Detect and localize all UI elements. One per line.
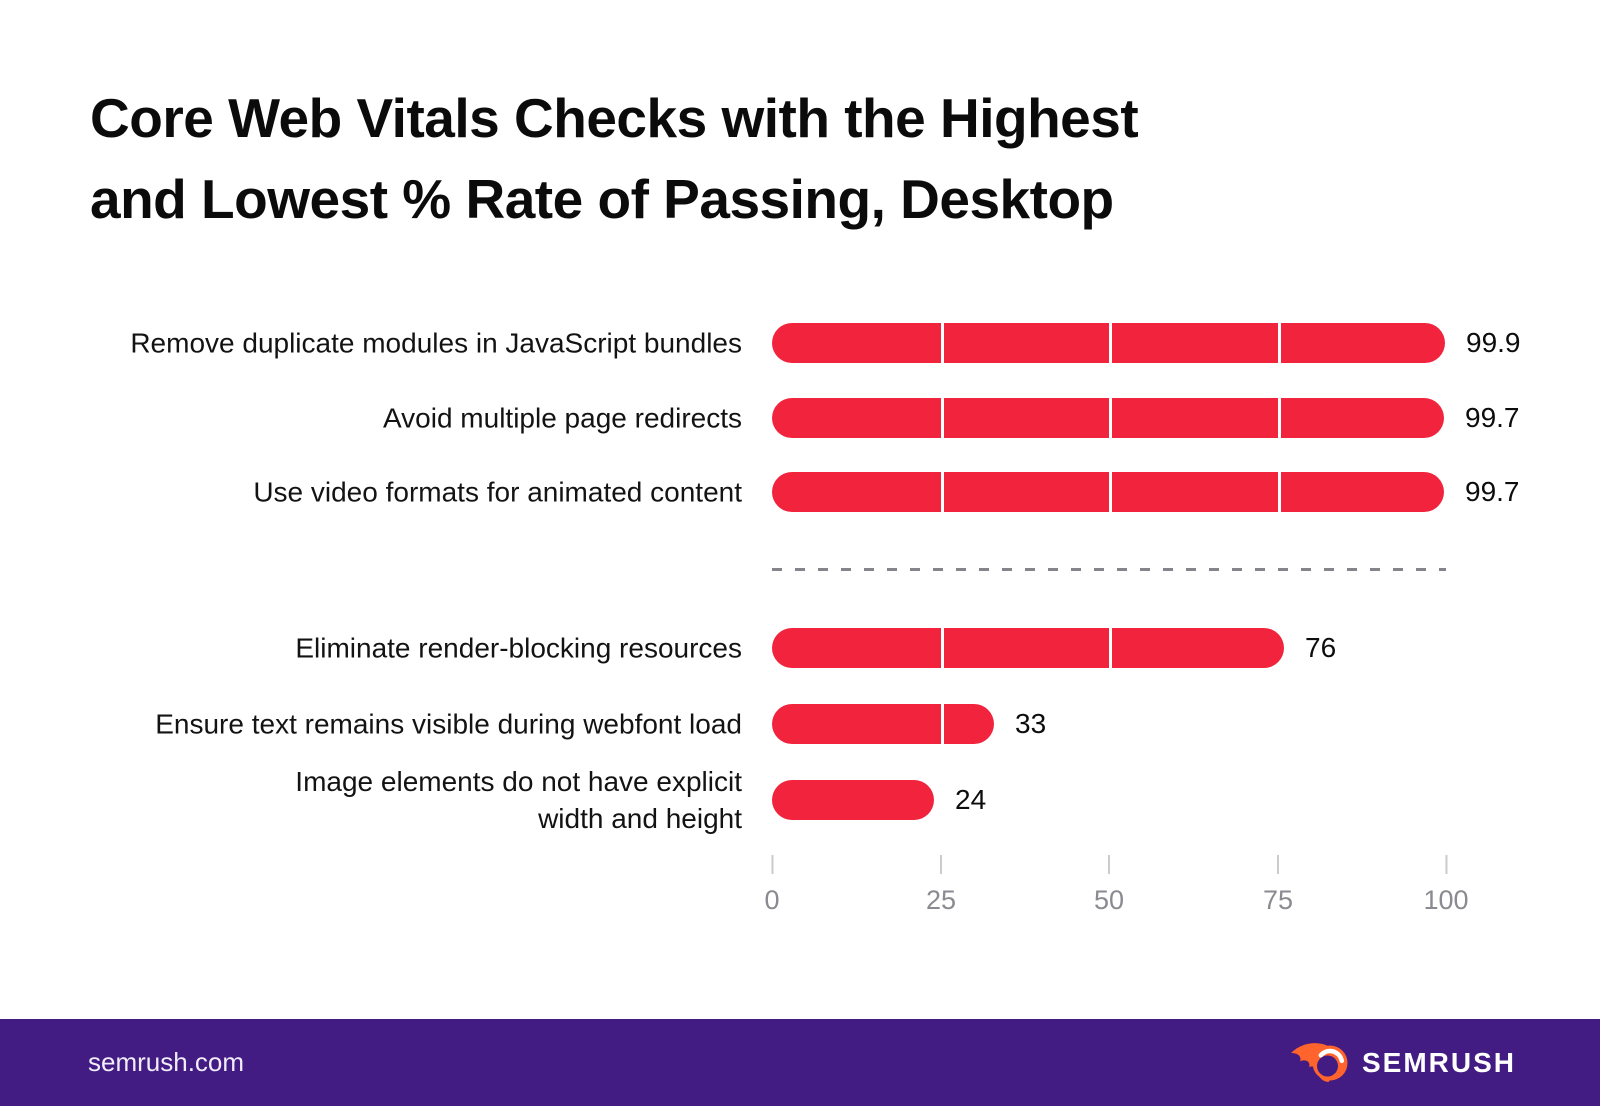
bar-label-text: Remove duplicate modules in JavaScript b… [130, 327, 742, 359]
bar-label-text: width and height [538, 803, 742, 834]
bar-value: 76 [1305, 632, 1337, 663]
x-axis-tick: 75 [1263, 855, 1293, 916]
bar-gridline-separator [1278, 323, 1281, 363]
semrush-flame-icon [1290, 1042, 1348, 1082]
bar-row: Eliminate render-blocking resources 76 [0, 628, 1600, 668]
bar-label: Use video formats for animated content [253, 474, 742, 511]
tick-label: 0 [764, 885, 780, 915]
bar-label-text: Ensure text remains visible during webfo… [155, 708, 742, 740]
bar-gridline-separator [1109, 323, 1112, 363]
bar-row: Use video formats for animated content 9… [0, 472, 1600, 512]
tick-label: 25 [925, 885, 957, 915]
bar-value: 99.9 [1466, 327, 1521, 358]
bar-gridline-separator [1278, 398, 1281, 438]
bar-row: Remove duplicate modules in JavaScript b… [0, 323, 1600, 363]
bar [772, 472, 1444, 512]
tick-label: 75 [1262, 885, 1294, 915]
tick-mark [1107, 855, 1110, 874]
bar-value: 33 [1015, 708, 1047, 739]
bar-row: Ensure text remains visible during webfo… [0, 704, 1600, 744]
tick-label: 50 [1093, 885, 1125, 915]
bar-gridline-separator [941, 323, 944, 363]
x-axis-tick: 50 [1094, 855, 1124, 916]
x-axis-tick: 25 [926, 855, 956, 916]
bar [772, 780, 934, 820]
bar [772, 628, 1284, 668]
bar-label-text: Avoid multiple page redirects [382, 402, 742, 434]
tick-label: 100 [1423, 885, 1469, 915]
bar-label: Remove duplicate modules in JavaScript b… [130, 325, 742, 362]
footer-bar: semrush.com SEMRUSH [0, 1019, 1600, 1106]
bar-label-text: Eliminate render-blocking resources [295, 632, 742, 664]
bar-row: Image elements do not have explicit widt… [0, 766, 1600, 834]
tick-mark [939, 855, 942, 874]
bar-gridline-separator [1109, 628, 1112, 668]
bar-gridline-separator [941, 398, 944, 438]
semrush-logo: SEMRUSH [1288, 1040, 1516, 1086]
tick-mark [771, 855, 773, 874]
group-divider-dashed-line [772, 568, 1446, 571]
tick-mark [1276, 855, 1279, 874]
bar-label: Avoid multiple page redirects [383, 400, 742, 437]
chart-title-line1: Core Web Vitals Checks with the Highest [90, 87, 1139, 149]
bar-label: Ensure text remains visible during webfo… [155, 706, 742, 743]
bar-gridline-separator [1109, 398, 1112, 438]
tick-mark [1445, 855, 1447, 874]
bar [772, 398, 1444, 438]
bar-value: 99.7 [1465, 476, 1520, 507]
bar-row: Avoid multiple page redirects 99.7 [0, 398, 1600, 438]
bar-value: 24 [955, 784, 987, 815]
bar-label: Image elements do not have explicit widt… [295, 763, 742, 837]
chart-title: Core Web Vitals Checks with the Highest … [90, 78, 1139, 240]
chart-title-line2: and Lowest % Rate of Passing, Desktop [90, 168, 1114, 230]
bar-gridline-separator [941, 704, 944, 744]
bar-gridline-separator [1109, 472, 1112, 512]
x-axis-tick: 100 [1423, 855, 1469, 916]
bar-gridline-separator [941, 472, 944, 512]
semrush-wordmark: SEMRUSH [1361, 1046, 1516, 1078]
x-axis-tick: 0 [764, 855, 780, 916]
bar [772, 323, 1445, 363]
website-url: semrush.com [88, 1047, 245, 1077]
bar-gridline-separator [1278, 472, 1281, 512]
bar-value: 99.7 [1465, 402, 1520, 433]
bar-label-text: Use video formats for animated content [253, 476, 742, 508]
bar-gridline-separator [941, 628, 944, 668]
bar [772, 704, 994, 744]
bar-label: Eliminate render-blocking resources [295, 630, 742, 667]
bar-label-text: Image elements do not have explicit [295, 766, 742, 797]
x-axis: 0 25 50 75 100 [764, 855, 1469, 930]
